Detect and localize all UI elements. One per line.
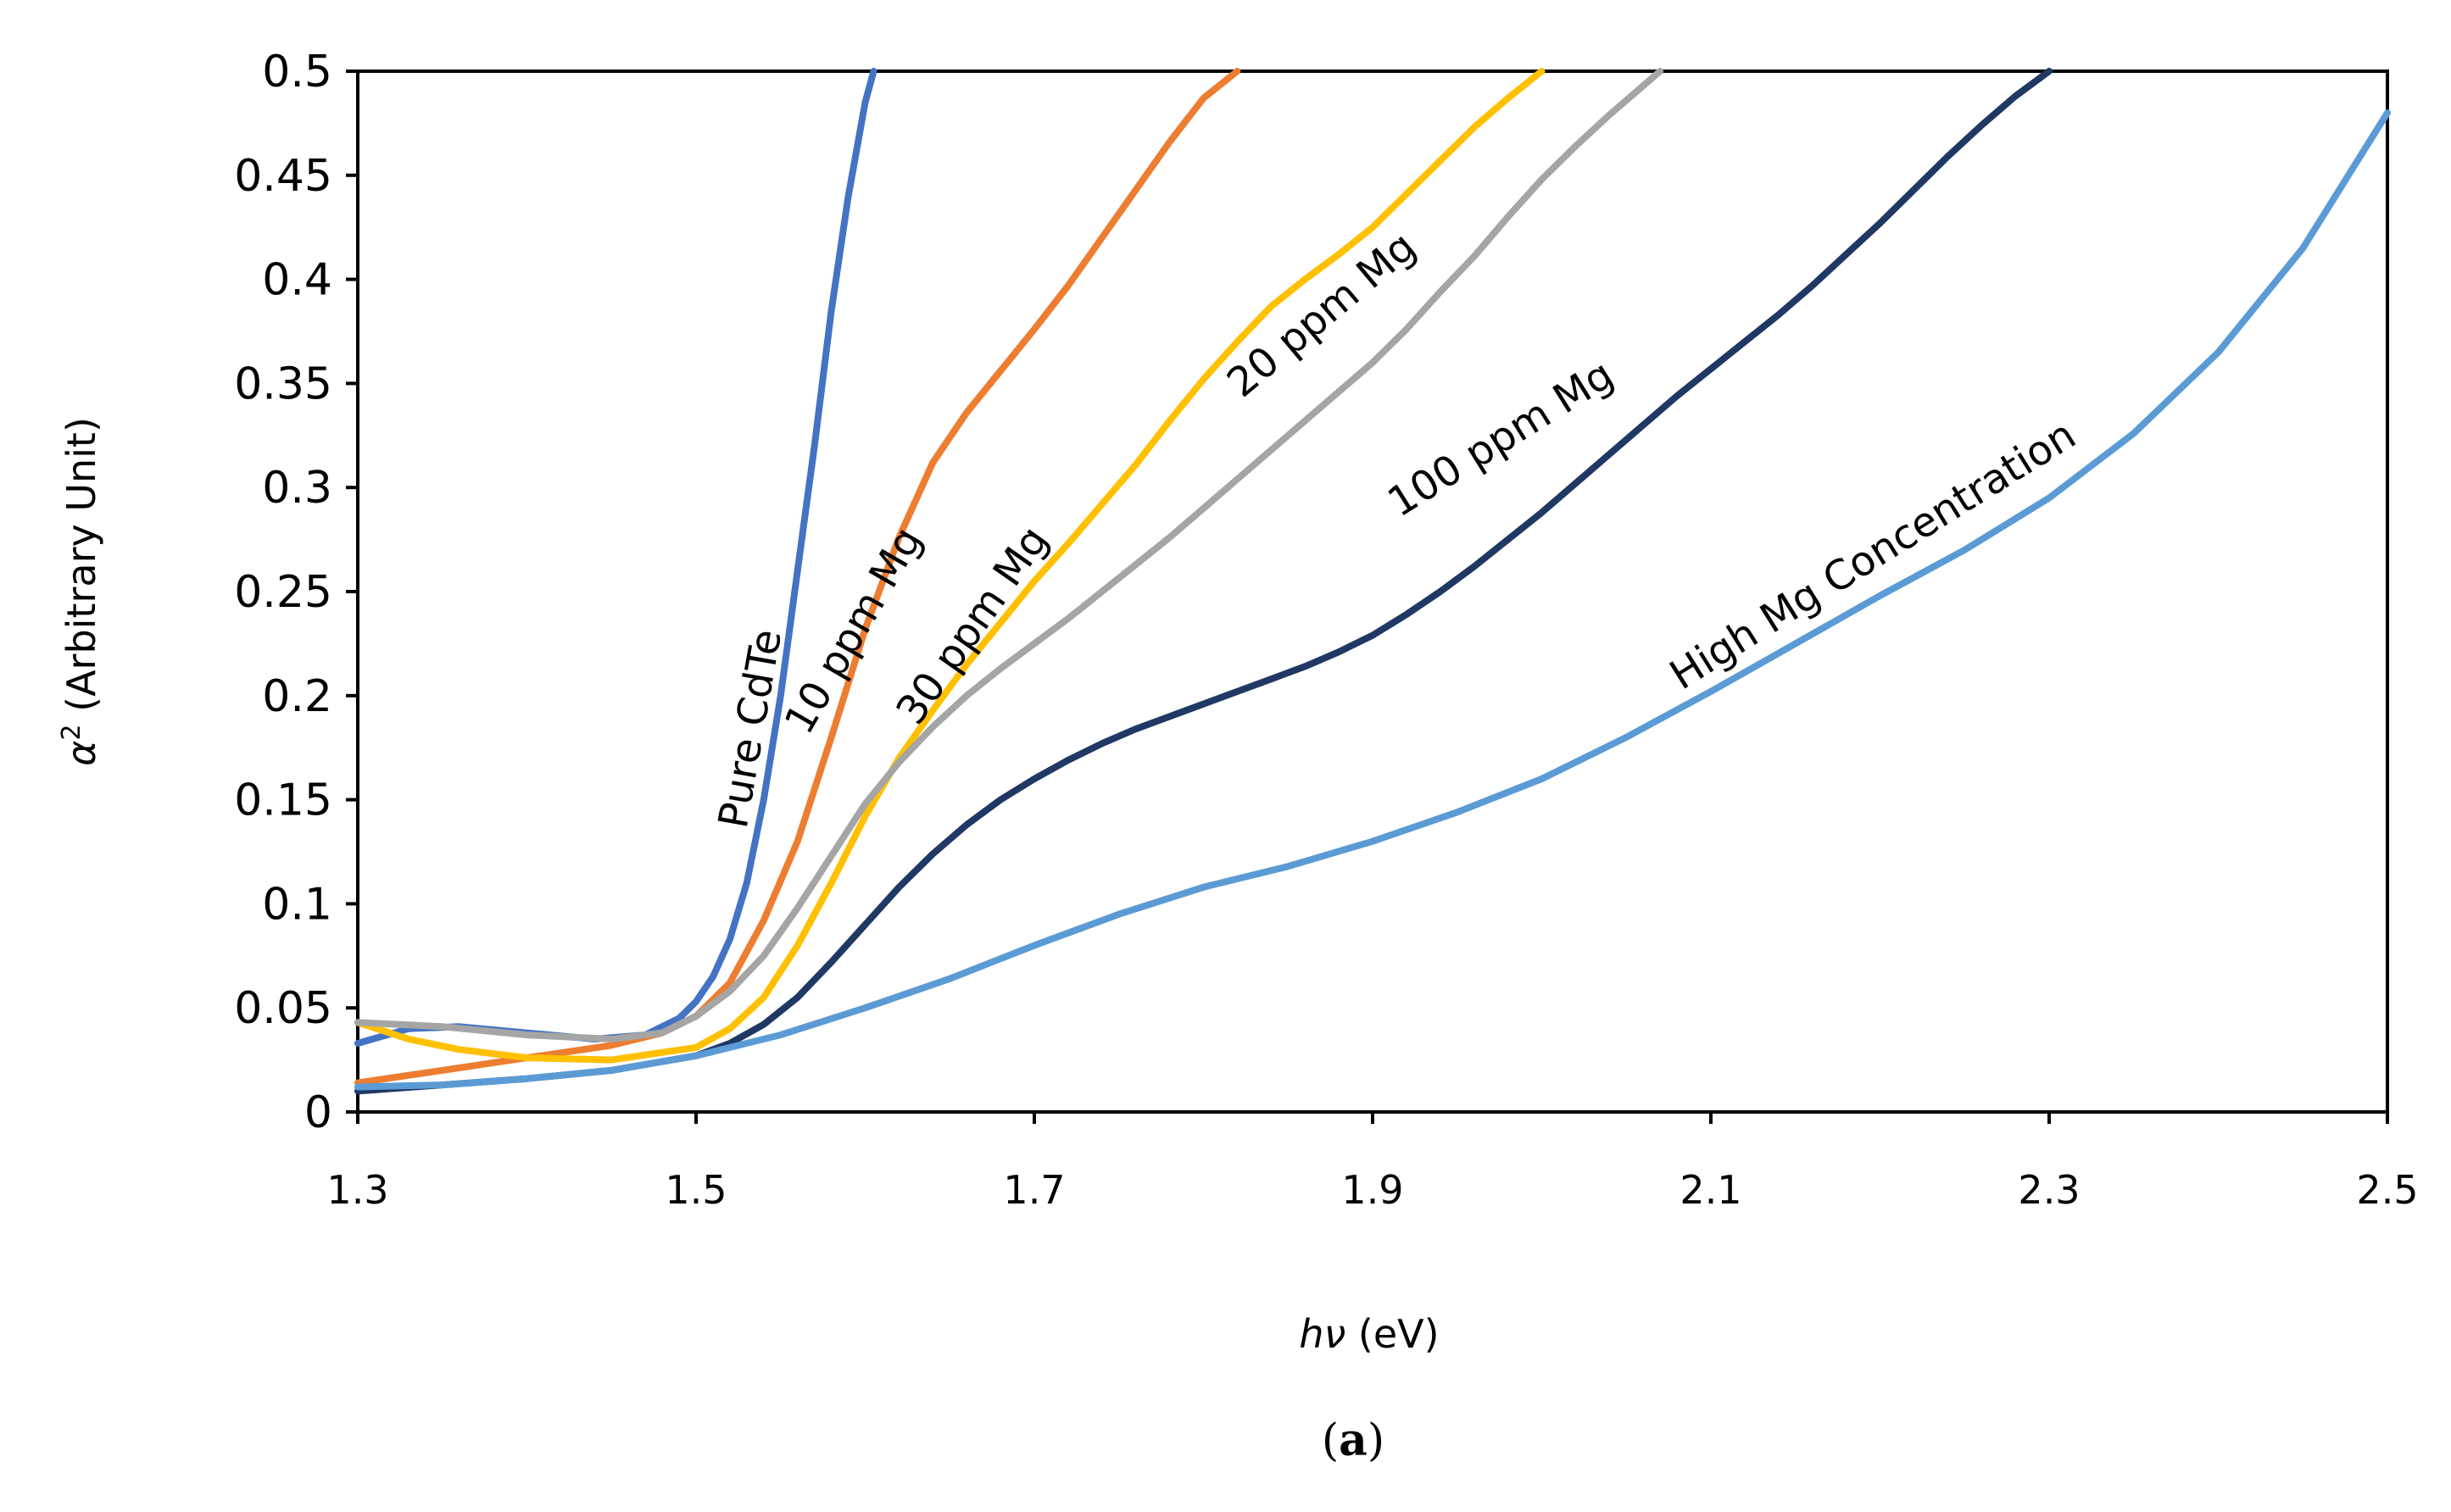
series-line-100-ppm-mg [354,68,2053,1095]
y-axis-title-superscript: 2 [57,725,86,741]
series-line-30-ppm-mg [354,68,1546,1064]
figure-caption-letter: a [1339,1415,1368,1466]
x-axis-ticks: 1.3 1.5 1.7 1.9 2.1 2.3 2.5 [326,1112,2419,1213]
x-tick-label: 2.1 [1679,1167,1741,1213]
x-axis-title-unit: (eV) [1345,1311,1439,1357]
y-tick-label: 0.15 [234,775,332,826]
y-tick-label: 0 [304,1087,332,1138]
y-tick-label: 0.1 [262,879,332,930]
y-tick-label: 0.4 [262,255,332,306]
y-tick-label: 0.3 [262,463,332,514]
series-layer [354,68,2391,1095]
y-axis-title-text: (Arbitrary Unit) [58,417,104,724]
plot-area [356,69,2389,1114]
y-axis-title-symbol: α [58,741,104,766]
x-tick-label: 2.5 [2356,1167,2418,1213]
x-axis-title: hν (eV) [1299,1311,1439,1357]
series-line-20-ppm-mg [354,68,1664,1042]
y-tick-label: 0.25 [234,567,332,618]
x-tick-label: 1.5 [665,1167,727,1213]
x-tick-label: 2.3 [2018,1167,2080,1213]
figure-caption: (a) [1322,1415,1384,1466]
x-axis-title-variable: hν [1299,1311,1345,1357]
series-line-high-mg-concentration [354,109,2391,1091]
y-tick-label: 0.45 [234,151,332,202]
y-axis-ticks: 0 0.05 0.1 0.15 0.2 0.25 0.3 0.35 0.4 0.45 0.5 [234,47,358,1138]
y-axis-title: α2 (Arbitrary Unit) [57,417,104,766]
figure-caption-open: ( [1322,1415,1339,1466]
y-tick-label: 0.05 [234,983,332,1034]
y-tick-label: 0.2 [262,671,332,722]
figure-caption-close: ) [1368,1415,1384,1466]
y-tick-label: 0.5 [262,47,332,97]
x-tick-label: 1.9 [1341,1167,1403,1213]
y-tick-label: 0.35 [234,359,332,409]
x-tick-label: 1.3 [326,1167,388,1213]
x-tick-label: 1.7 [1003,1167,1065,1213]
